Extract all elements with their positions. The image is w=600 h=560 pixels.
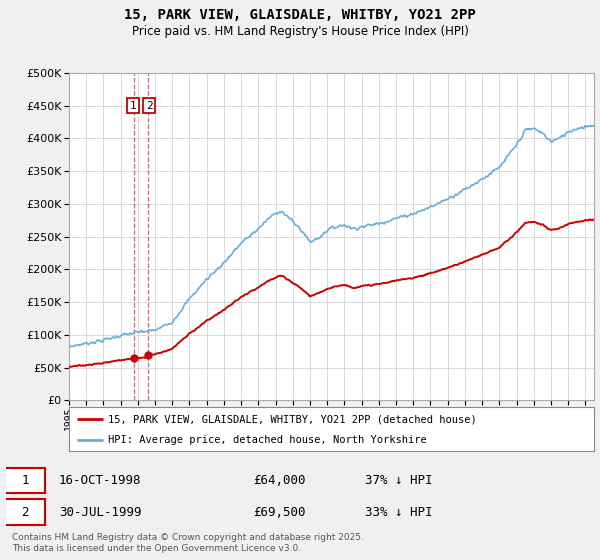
Text: 30-JUL-1999: 30-JUL-1999 — [59, 506, 142, 519]
Text: 15, PARK VIEW, GLAISDALE, WHITBY, YO21 2PP (detached house): 15, PARK VIEW, GLAISDALE, WHITBY, YO21 2… — [109, 414, 477, 424]
Text: 15, PARK VIEW, GLAISDALE, WHITBY, YO21 2PP: 15, PARK VIEW, GLAISDALE, WHITBY, YO21 2… — [124, 8, 476, 22]
Text: £69,500: £69,500 — [253, 506, 305, 519]
Text: Price paid vs. HM Land Registry's House Price Index (HPI): Price paid vs. HM Land Registry's House … — [131, 25, 469, 38]
Text: 1: 1 — [130, 101, 136, 110]
Text: £64,000: £64,000 — [253, 474, 305, 487]
Text: Contains HM Land Registry data © Crown copyright and database right 2025.
This d: Contains HM Land Registry data © Crown c… — [12, 533, 364, 553]
Text: HPI: Average price, detached house, North Yorkshire: HPI: Average price, detached house, Nort… — [109, 435, 427, 445]
Text: 37% ↓ HPI: 37% ↓ HPI — [365, 474, 432, 487]
Text: 2: 2 — [21, 506, 29, 519]
FancyBboxPatch shape — [5, 468, 45, 493]
Text: 1: 1 — [21, 474, 29, 487]
Text: 2: 2 — [146, 101, 152, 110]
Text: 33% ↓ HPI: 33% ↓ HPI — [365, 506, 432, 519]
Text: 16-OCT-1998: 16-OCT-1998 — [59, 474, 142, 487]
FancyBboxPatch shape — [5, 500, 45, 525]
